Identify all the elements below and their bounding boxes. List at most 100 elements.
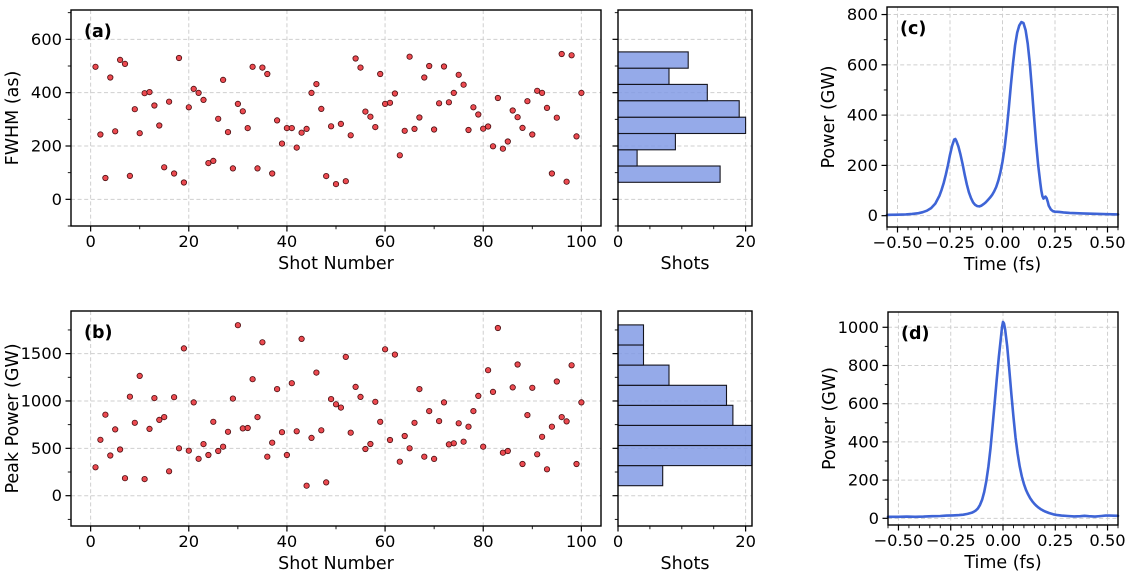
scatter-point [205, 451, 212, 459]
scatter-point [377, 70, 384, 78]
scatter-point [92, 63, 99, 70]
x-tick-label: 0 [85, 532, 95, 551]
scatter-point [136, 130, 143, 137]
scatter-point [126, 393, 133, 400]
power-curve [886, 320, 1120, 519]
scatter-point [259, 339, 266, 346]
scatter-point [293, 144, 300, 151]
scatter-point [239, 108, 246, 115]
scatter-point [396, 458, 403, 465]
scatter-point [465, 423, 472, 430]
scatter-point [372, 124, 379, 131]
x-tick-label: 60 [375, 232, 396, 251]
histogram-bar [617, 324, 645, 346]
scatter-point [293, 428, 300, 435]
scatter-point [484, 367, 492, 374]
scatter-point [175, 54, 183, 62]
scatter-point [102, 174, 109, 182]
x-tick-label: 0 [85, 232, 95, 251]
scatter-point [151, 102, 158, 109]
scatter-point [573, 133, 580, 140]
scatter-point [430, 455, 438, 462]
scatter-point [450, 89, 457, 97]
scatter-point [269, 439, 276, 446]
gridlines [71, 311, 601, 526]
scatter-point [578, 89, 585, 97]
scatter-point [489, 143, 497, 150]
scatter-point [484, 123, 492, 130]
y-tick-label: 1000 [21, 391, 62, 410]
histogram-bar [617, 364, 670, 386]
y-tick-label: 0 [868, 206, 878, 225]
scatter-point [421, 453, 428, 460]
y-axis-label: Power (GW) [819, 66, 839, 169]
scatter-point [131, 419, 138, 426]
scatter-point [460, 81, 467, 88]
scatter-point [445, 99, 452, 106]
y-tick-label: 600 [848, 394, 879, 413]
scatter-point [435, 417, 443, 425]
histogram-bar [617, 116, 747, 135]
scatter-point [381, 100, 389, 108]
x-tick-label: 80 [473, 532, 494, 551]
y-tick-label: 0 [869, 509, 879, 528]
ticks [882, 326, 1119, 531]
scatter-point [131, 106, 138, 113]
scatter-point [563, 178, 570, 185]
scatter-point [563, 418, 570, 425]
scatter-point [156, 416, 163, 423]
scatter-point [543, 466, 551, 473]
scatter-point [303, 482, 310, 489]
scatter-point [288, 380, 295, 387]
scatter-point [401, 127, 408, 134]
scatter-point [445, 441, 452, 448]
scatter-point [171, 170, 178, 177]
x-tick-label: −0.25 [925, 233, 975, 252]
scatter-point [273, 117, 281, 124]
scatter-point [97, 131, 104, 138]
scatter-point [538, 89, 546, 97]
scatter-point [175, 445, 183, 452]
ticks [612, 329, 747, 532]
ticks [65, 329, 582, 532]
histogram-bar [617, 149, 638, 167]
x-tick-label: 40 [277, 232, 298, 251]
scatter-point [229, 395, 236, 402]
scatter-point [475, 392, 482, 399]
scatter-point [509, 384, 516, 391]
y-tick-label: 400 [848, 432, 879, 451]
scatter-point [269, 170, 276, 177]
scatter-point [298, 335, 305, 342]
scatter-point [224, 428, 232, 435]
scatter-point [161, 413, 168, 421]
scatter-point [357, 64, 364, 71]
scatter-point [126, 172, 133, 179]
ticks [65, 12, 582, 232]
x-tick-label: 60 [375, 532, 396, 551]
y-tick-label: 0 [52, 486, 62, 505]
scatter-point [249, 376, 256, 383]
scatter-point [529, 131, 536, 138]
x-tick-label: 80 [473, 232, 494, 251]
scatter-point [273, 385, 281, 393]
scatter-point [318, 427, 325, 434]
scatter-point [377, 418, 384, 425]
power-curve [885, 20, 1120, 217]
scatter-point [440, 399, 448, 406]
scatter-point [337, 120, 344, 128]
scatter-point [107, 452, 114, 459]
scatter-point [548, 170, 556, 177]
x-tick-label: 0.00 [984, 233, 1020, 252]
scatter-point [215, 447, 222, 455]
scatter-point [210, 157, 217, 164]
scatter-point [220, 76, 227, 84]
scatter-point [264, 70, 271, 78]
x-tick-label: 0.25 [1037, 233, 1073, 252]
scatter-point [156, 122, 163, 129]
scatter-point [534, 451, 541, 458]
scatter-point [357, 393, 364, 400]
scatter-point [455, 420, 462, 427]
x-axis-label: Time (fs) [963, 255, 1041, 275]
scatter-point [180, 179, 187, 186]
